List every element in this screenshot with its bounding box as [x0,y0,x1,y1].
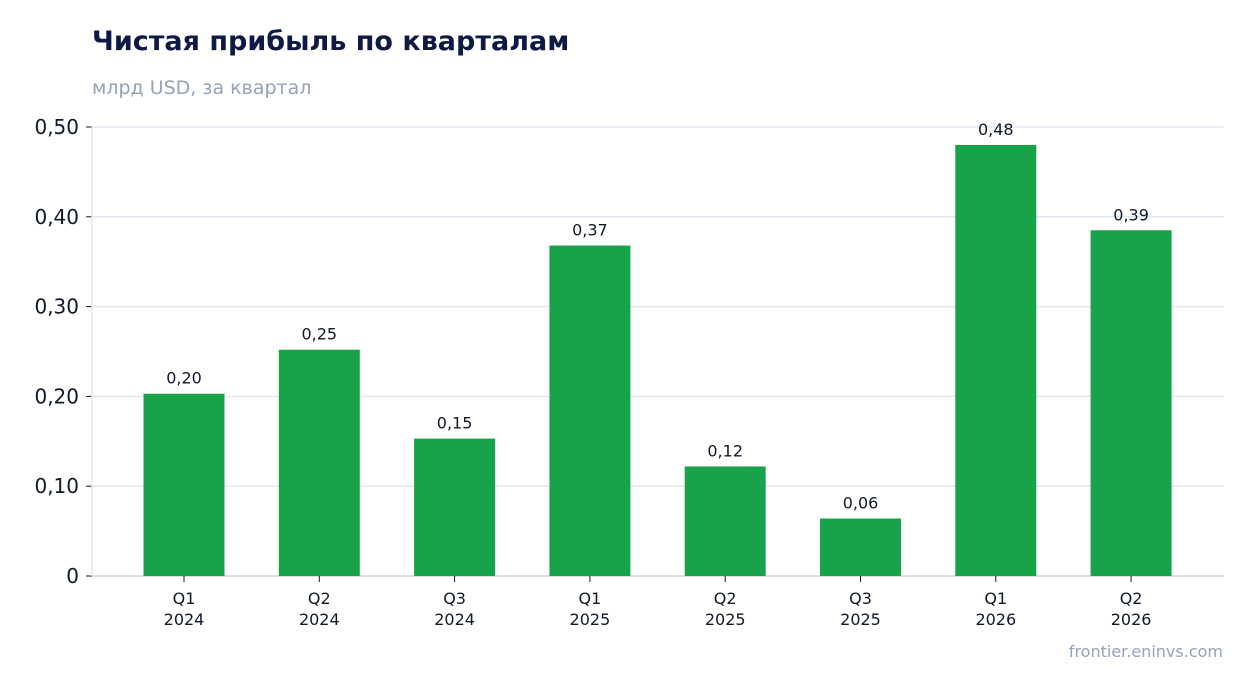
gridlines [92,126,1224,487]
bar [1090,230,1172,576]
data-labels: 0,20 0,25 0,15 0,37 0,12 0,06 0,48 0,39 [166,120,1149,513]
x-tick-label-year: 2024 [164,610,205,629]
bar [820,518,901,576]
x-tick-label-quarter: Q1 [984,589,1007,608]
bar [684,466,766,576]
x-tick-label-year: 2026 [1111,610,1152,629]
x-tick-label-year: 2025 [705,610,746,629]
x-tick-label-year: 2024 [434,610,475,629]
data-label: 0,15 [437,414,473,433]
data-label: 0,12 [707,441,743,460]
y-tick-label: 0,30 [34,295,79,319]
data-label: 0,25 [301,325,337,344]
x-tick-label-quarter: Q2 [714,589,737,608]
bar [278,349,360,576]
chart-subtitle: млрд USD, за квартал [92,77,312,99]
bar [143,393,225,576]
x-tick-label-quarter: Q3 [849,589,872,608]
y-tick-label: 0,10 [34,474,79,498]
x-tick-label-year: 2024 [299,610,340,629]
x-tick-label-year: 2026 [975,610,1016,629]
x-tick-label-quarter: Q1 [173,589,196,608]
bar [955,144,1037,576]
x-axis: Q1 2024 Q2 2024 Q3 2024 Q1 2025 Q2 2025 Q3 2025 Q1 20… [92,575,1224,629]
y-axis: 0 0,10 0,20 0,30 0,40 0,50 [34,115,93,588]
x-tick-label-quarter: Q3 [443,589,466,608]
x-tick-label-year: 2025 [570,610,611,629]
x-tick-label-quarter: Q2 [1120,589,1143,608]
chart-title: Чистая прибыль по кварталам [92,26,570,57]
data-label: 0,39 [1113,205,1149,224]
y-tick-label: 0 [66,564,79,588]
y-tick-label: 0,50 [34,115,79,139]
data-label: 0,20 [166,369,202,388]
x-tick-label-quarter: Q2 [308,589,331,608]
data-label: 0,37 [572,221,608,240]
data-label: 0,06 [843,494,879,513]
bar [549,245,631,576]
bars [143,144,1172,576]
x-tick-label-year: 2025 [840,610,881,629]
x-tick-label-quarter: Q1 [579,589,602,608]
y-tick-label: 0,20 [34,384,79,408]
bar [414,438,496,576]
data-label: 0,48 [978,120,1014,139]
source-credit: frontier.eninvs.com [1068,642,1223,661]
y-tick-label: 0,40 [34,205,79,229]
